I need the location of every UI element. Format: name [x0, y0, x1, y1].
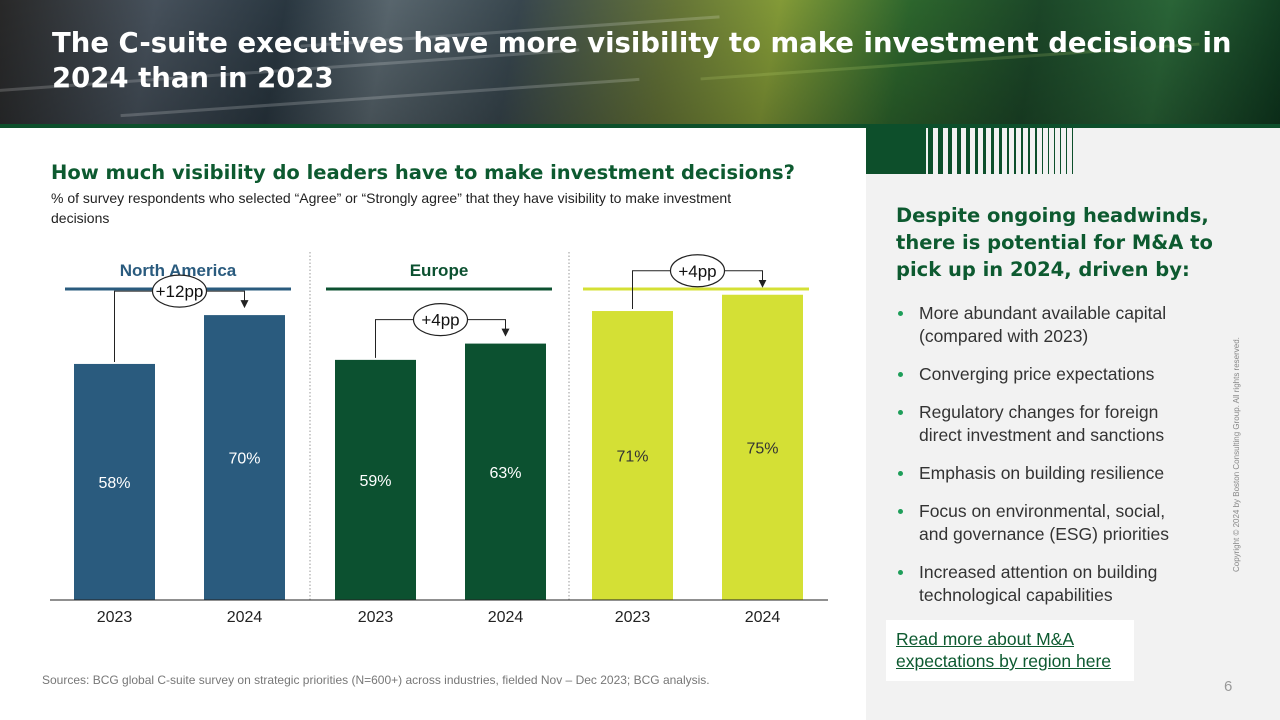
list-item: Emphasis on building resilience [896, 462, 1196, 485]
stripe [1072, 128, 1073, 174]
right-panel: Despite ongoing headwinds, there is pote… [866, 128, 1280, 720]
bullet-icon [898, 311, 903, 316]
stripe [1042, 128, 1043, 174]
list-item: Converging price expectations [896, 363, 1196, 386]
stripe [957, 128, 961, 174]
chart-title: How much visibility do leaders have to m… [51, 161, 795, 184]
list-item: Increased attention on building technolo… [896, 561, 1196, 607]
stripe [1060, 128, 1061, 174]
stripe [1007, 128, 1009, 174]
data-label: 58% [98, 475, 130, 492]
read-more-box: Read more about M&A expectations by regi… [886, 620, 1134, 681]
data-label: 63% [489, 465, 521, 482]
stripe [948, 128, 952, 174]
stripe [1054, 128, 1055, 174]
page-title: The C-suite executives have more visibil… [52, 27, 1232, 94]
stripe [938, 128, 943, 174]
bar [592, 311, 673, 600]
stripe [1021, 128, 1023, 174]
page-number: 6 [1224, 678, 1233, 695]
bullet-icon [898, 570, 903, 575]
bullet-icon [898, 372, 903, 377]
bar [74, 363, 155, 600]
x-tick-label: 2024 [227, 609, 263, 626]
bar [204, 315, 285, 600]
stripe [1066, 128, 1067, 174]
header-rule [0, 124, 1280, 128]
change-label: +4pp [678, 262, 716, 281]
x-tick-label: 2023 [615, 609, 651, 626]
x-tick-label: 2024 [745, 609, 781, 626]
group-label: Europe [410, 261, 469, 280]
list-item: More abundant available capital (compare… [896, 302, 1196, 348]
change-badge [669, 254, 726, 288]
data-label: 71% [616, 449, 648, 466]
bullet-icon [898, 509, 903, 514]
header-banner: The C-suite executives have more visibil… [0, 0, 1280, 124]
bar [722, 294, 803, 600]
decorative-stripes [866, 128, 1073, 174]
data-label: 70% [228, 451, 260, 468]
driver-list: More abundant available capital (compare… [896, 302, 1196, 622]
x-tick-label: 2023 [358, 609, 394, 626]
data-label: 75% [746, 440, 778, 457]
x-tick-label: 2023 [97, 609, 133, 626]
panel-heading: Despite ongoing headwinds, there is pote… [896, 204, 1213, 281]
stripe [1035, 128, 1037, 174]
bar-chart: North America 58% 2023 70% 2024 +12pp Europe 59… [50, 252, 828, 626]
change-badge [151, 274, 208, 308]
group-label: North America [120, 261, 237, 280]
stripe [975, 128, 978, 174]
list-item: Focus on environmental, social, and gove… [896, 500, 1196, 546]
bar [335, 359, 416, 600]
list-item: Regulatory changes for foreign direct in… [896, 401, 1196, 447]
sources-footnote: Sources: BCG global C-suite survey on st… [42, 673, 710, 687]
stripe [991, 128, 994, 174]
stripe [1048, 128, 1049, 174]
x-tick-label: 2024 [488, 609, 524, 626]
change-label: +12pp [156, 282, 204, 301]
stripe [1014, 128, 1016, 174]
change-badge [412, 302, 469, 337]
data-label: 59% [359, 473, 391, 490]
stripe [1028, 128, 1030, 174]
bullet-icon [898, 471, 903, 476]
bar [465, 343, 546, 600]
stripe [983, 128, 986, 174]
stripe [999, 128, 1002, 174]
bullet-icon [898, 410, 903, 415]
stripe [966, 128, 970, 174]
stripe [928, 128, 933, 174]
chart-subtitle: % of survey respondents who selected “Ag… [51, 190, 732, 226]
change-label: +4pp [421, 311, 459, 330]
read-more-link[interactable]: Read more about M&A expectations by regi… [896, 629, 1111, 671]
